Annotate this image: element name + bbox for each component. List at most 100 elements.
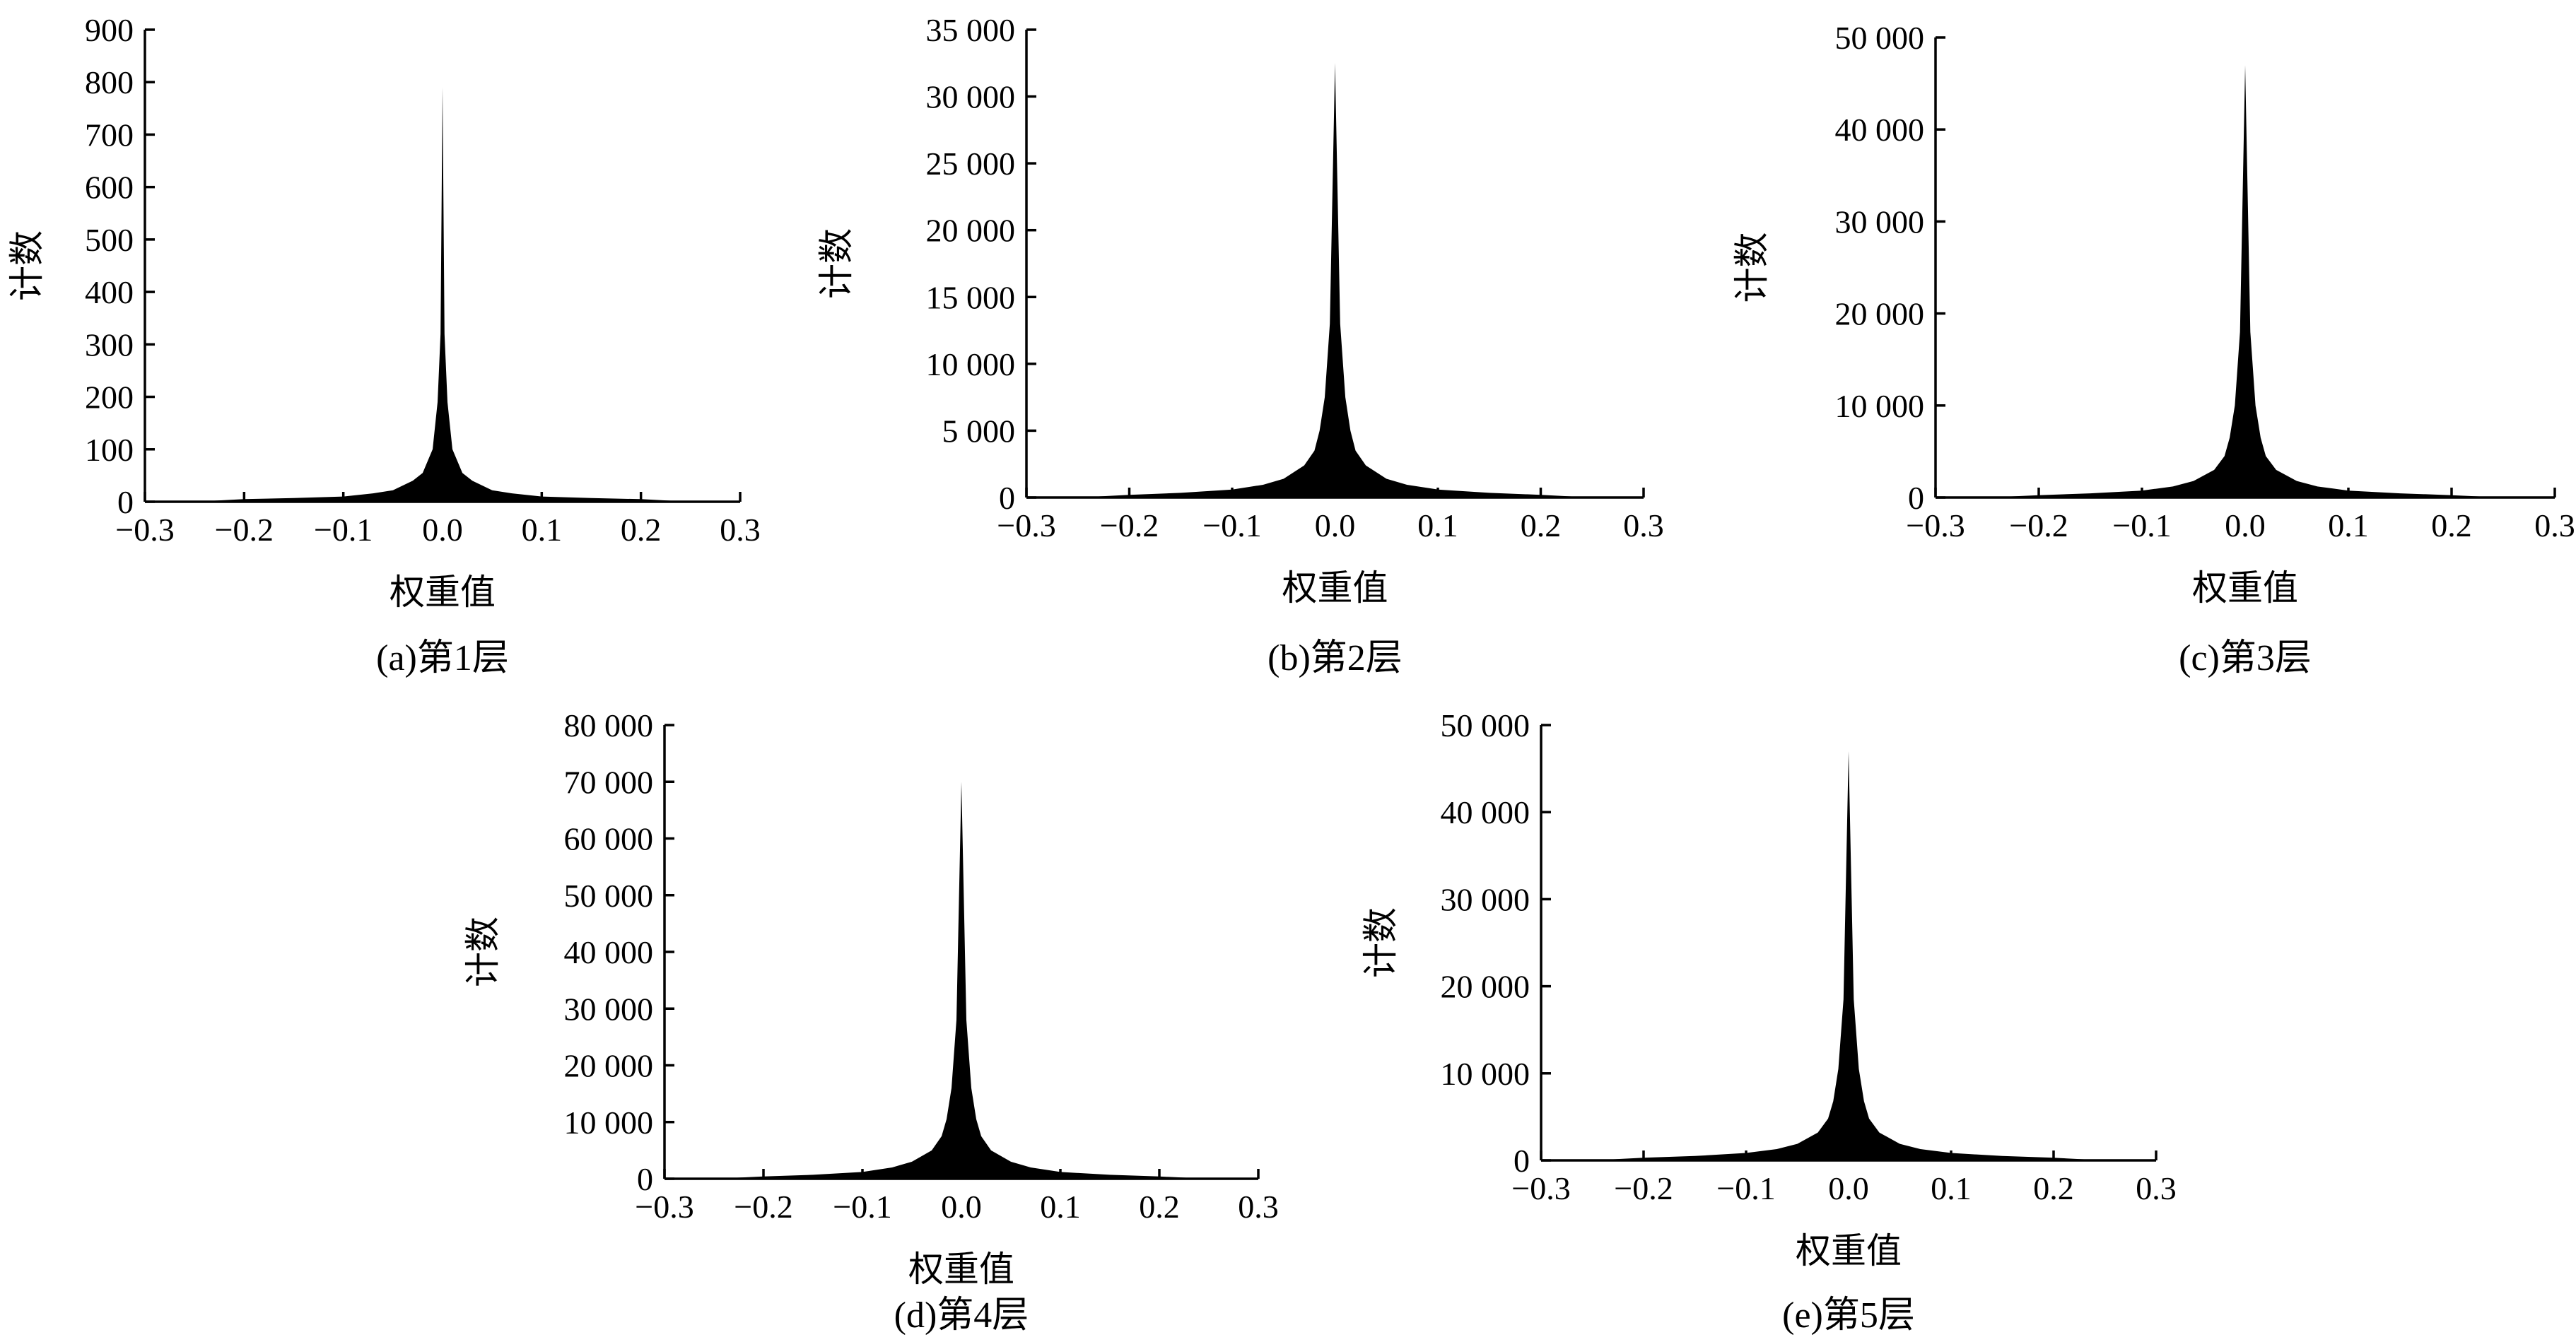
x-tick-label: 0.3 bbox=[2534, 507, 2575, 543]
y-tick-label: 80 000 bbox=[564, 707, 654, 743]
y-tick-label: 10 000 bbox=[926, 346, 1016, 382]
y-tick-label: 0 bbox=[999, 480, 1015, 516]
y-tick-label: 0 bbox=[637, 1161, 653, 1197]
y-axis-title: 计数 bbox=[816, 228, 857, 299]
histogram-area bbox=[1987, 65, 2503, 498]
x-tick-label: −0.1 bbox=[1202, 507, 1261, 543]
x-axis-title: 权重值 bbox=[2192, 567, 2298, 608]
y-tick-label: 40 000 bbox=[1835, 112, 1925, 148]
y-tick-label: 400 bbox=[85, 274, 134, 310]
y-tick-label: 0 bbox=[1908, 480, 1924, 516]
chart-panel-1: −0.3 −0.2 −0.1 0.0 0.1 0.2 0.3 0 100 200 300 400 500… bbox=[6, 12, 761, 678]
y-tick-label: 60 000 bbox=[564, 821, 654, 857]
y-tick-label: 20 000 bbox=[564, 1048, 654, 1084]
x-tick-label: −0.2 bbox=[734, 1189, 792, 1225]
x-axis-title: 权重值 bbox=[908, 1249, 1014, 1290]
x-tick-label: 0.1 bbox=[522, 512, 563, 548]
x-tick-label: −0.2 bbox=[1100, 507, 1159, 543]
y-tick-label: 30 000 bbox=[564, 991, 654, 1027]
y-tick-label: 20 000 bbox=[1835, 296, 1925, 332]
x-tick-label: −0.1 bbox=[1716, 1170, 1775, 1206]
x-tick-label: −0.3 bbox=[1906, 507, 1965, 543]
x-axis-title: 权重值 bbox=[390, 572, 496, 613]
y-tick-label: 20 000 bbox=[926, 213, 1016, 249]
y-tick-label: 300 bbox=[85, 326, 134, 363]
y-tick-label: 20 000 bbox=[1441, 969, 1530, 1005]
x-tick-label: 0.3 bbox=[1238, 1189, 1279, 1225]
histogram-area bbox=[194, 87, 691, 502]
x-tick-label: −0.1 bbox=[2112, 507, 2171, 543]
x-tick-label: 0.0 bbox=[422, 512, 463, 548]
x-tick-label: −0.2 bbox=[215, 512, 274, 548]
x-tick-label: 0.1 bbox=[1040, 1189, 1081, 1225]
y-axis-title: 计数 bbox=[462, 917, 503, 987]
x-tick-label: −0.3 bbox=[635, 1189, 693, 1225]
histogram-area bbox=[1077, 63, 1593, 498]
x-tick-label: 0.2 bbox=[2033, 1170, 2074, 1206]
y-tick-label: 5 000 bbox=[942, 413, 1016, 449]
panel-caption: (a)第1层 bbox=[376, 638, 509, 678]
y-axis-title: 计数 bbox=[6, 230, 47, 301]
x-tick-label: 0.3 bbox=[720, 512, 761, 548]
x-tick-label: 0.1 bbox=[2328, 507, 2369, 543]
x-tick-label: 0.0 bbox=[941, 1189, 982, 1225]
panel-caption: (c)第3层 bbox=[2179, 638, 2312, 678]
histogram-area bbox=[1592, 751, 2105, 1160]
y-tick-label: 50 000 bbox=[1835, 20, 1925, 56]
x-tick-label: −0.3 bbox=[115, 512, 174, 548]
y-tick-label: 0 bbox=[1514, 1143, 1530, 1179]
x-tick-label: 0.2 bbox=[2431, 507, 2472, 543]
y-tick-label: 40 000 bbox=[1441, 794, 1530, 830]
x-axis-title: 权重值 bbox=[1282, 567, 1388, 608]
y-tick-label: 15 000 bbox=[926, 279, 1016, 315]
chart-panel-3: −0.3 −0.2 −0.1 0.0 0.1 0.2 0.3 0 10 000 20 000 30 … bbox=[1731, 20, 2575, 678]
y-tick-label: 200 bbox=[85, 379, 134, 416]
x-tick-label: 0.2 bbox=[621, 512, 662, 548]
chart-panel-5: −0.3 −0.2 −0.1 0.0 0.1 0.2 0.3 0 10 000 20 000 30 … bbox=[1360, 707, 2177, 1336]
panel-caption: (e)第5层 bbox=[1782, 1295, 1915, 1336]
y-tick-label: 10 000 bbox=[1441, 1056, 1530, 1092]
y-tick-label: 500 bbox=[85, 222, 134, 258]
x-axis-title: 权重值 bbox=[1796, 1230, 1902, 1271]
y-tick-label: 25 000 bbox=[926, 146, 1016, 182]
x-tick-label: 0.2 bbox=[1139, 1189, 1180, 1225]
x-tick-label: 0.0 bbox=[1315, 507, 1356, 543]
x-tick-label: −0.3 bbox=[997, 507, 1055, 543]
x-tick-label: −0.2 bbox=[1614, 1170, 1673, 1206]
y-tick-label: 30 000 bbox=[926, 79, 1016, 115]
x-tick-label: 0.0 bbox=[1828, 1170, 1869, 1206]
x-tick-label: 0.3 bbox=[1623, 507, 1664, 543]
y-tick-label: 10 000 bbox=[1835, 388, 1925, 424]
y-tick-label: 100 bbox=[85, 432, 134, 468]
x-tick-label: −0.2 bbox=[2009, 507, 2068, 543]
y-tick-label: 700 bbox=[85, 117, 134, 153]
y-tick-label: 40 000 bbox=[564, 934, 654, 970]
y-tick-label: 0 bbox=[117, 484, 134, 520]
y-tick-label: 50 000 bbox=[564, 878, 654, 914]
y-tick-label: 30 000 bbox=[1835, 204, 1925, 240]
x-tick-label: 0.2 bbox=[1521, 507, 1562, 543]
x-tick-label: 0.1 bbox=[1931, 1170, 1972, 1206]
y-tick-label: 35 000 bbox=[926, 12, 1016, 48]
y-tick-label: 10 000 bbox=[564, 1105, 654, 1141]
x-tick-label: 0.3 bbox=[2136, 1170, 2177, 1206]
x-tick-label: 0.1 bbox=[1417, 507, 1458, 543]
y-tick-label: 900 bbox=[85, 12, 134, 48]
x-tick-label: 0.0 bbox=[2225, 507, 2266, 543]
panel-caption: (d)第4层 bbox=[894, 1295, 1029, 1336]
panel-caption: (b)第2层 bbox=[1267, 638, 1403, 678]
histogram-area bbox=[714, 782, 1209, 1179]
y-tick-label: 800 bbox=[85, 64, 134, 100]
chart-panel-4: −0.3 −0.2 −0.1 0.0 0.1 0.2 0.3 0 10 000 20 000 30 … bbox=[462, 707, 1279, 1336]
y-axis-title: 计数 bbox=[1360, 907, 1401, 978]
y-tick-label: 30 000 bbox=[1441, 881, 1530, 917]
y-tick-label: 600 bbox=[85, 170, 134, 206]
y-tick-label: 50 000 bbox=[1441, 707, 1530, 743]
y-axis-title: 计数 bbox=[1731, 233, 1772, 303]
y-tick-label: 70 000 bbox=[564, 764, 654, 800]
x-tick-label: −0.3 bbox=[1511, 1170, 1570, 1206]
x-tick-label: −0.1 bbox=[314, 512, 373, 548]
x-tick-label: −0.1 bbox=[833, 1189, 891, 1225]
chart-panel-2: −0.3 −0.2 −0.1 0.0 0.1 0.2 0.3 0 5 000 10 000 15 0… bbox=[816, 12, 1664, 678]
